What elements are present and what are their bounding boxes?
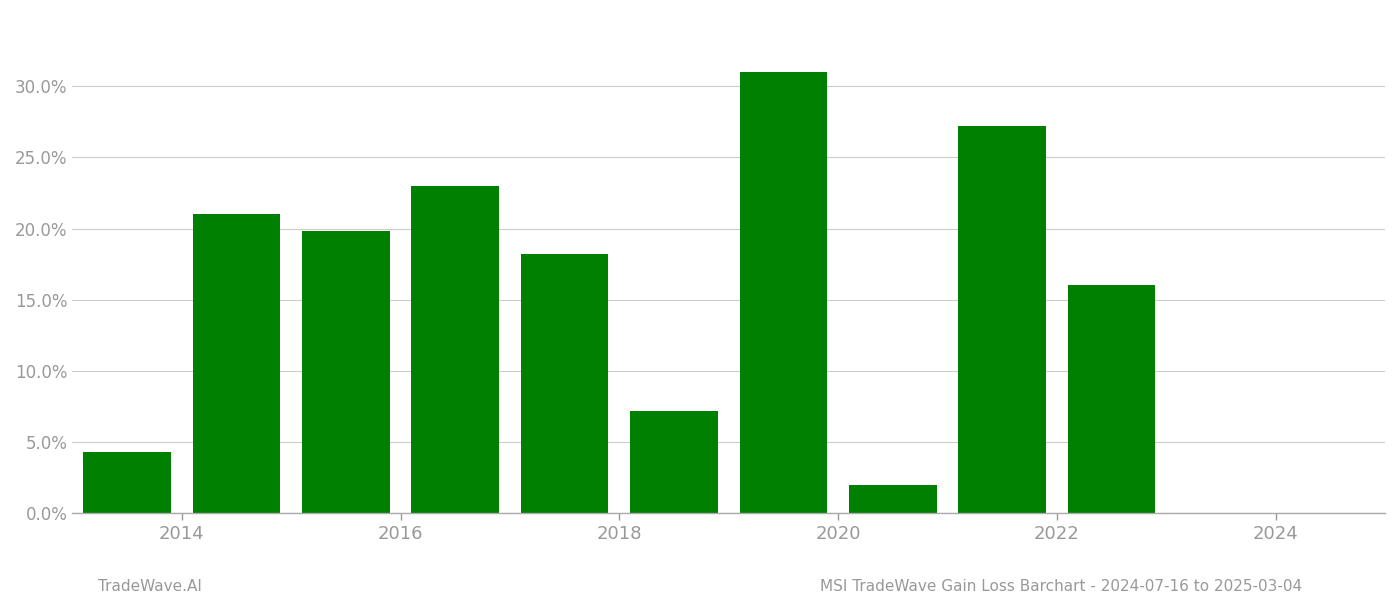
Bar xyxy=(848,485,937,513)
Bar xyxy=(193,214,280,513)
Bar xyxy=(959,126,1046,513)
Bar xyxy=(739,72,827,513)
Bar xyxy=(1068,286,1155,513)
Bar xyxy=(302,232,389,513)
Text: TradeWave.AI: TradeWave.AI xyxy=(98,579,202,594)
Bar xyxy=(630,411,718,513)
Bar xyxy=(412,186,498,513)
Text: MSI TradeWave Gain Loss Barchart - 2024-07-16 to 2025-03-04: MSI TradeWave Gain Loss Barchart - 2024-… xyxy=(820,579,1302,594)
Bar xyxy=(83,452,171,513)
Bar xyxy=(521,254,609,513)
